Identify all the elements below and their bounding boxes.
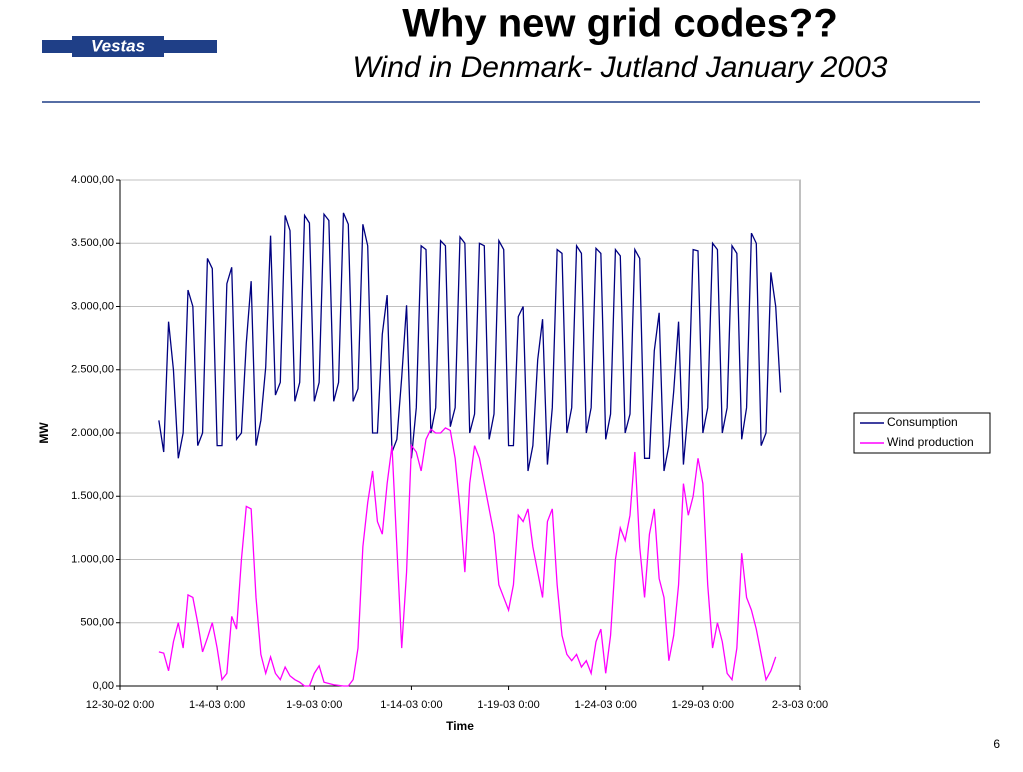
series-line <box>158 427 777 687</box>
logo-badge <box>72 36 164 57</box>
legend-label: Wind production <box>887 435 974 449</box>
y-tick-label: 3.500,00 <box>71 237 114 249</box>
x-tick-label: 1-14-03 0:00 <box>380 699 442 711</box>
x-tick-label: 1-4-03 0:00 <box>189 699 245 711</box>
legend-label: Consumption <box>887 415 958 429</box>
y-axis-label: MW <box>37 422 51 444</box>
y-tick-label: 1.000,00 <box>71 553 114 565</box>
page-number: 6 <box>993 737 1000 751</box>
y-tick-label: 2.000,00 <box>71 427 114 439</box>
x-tick-label: 1-29-03 0:00 <box>672 699 734 711</box>
y-tick-label: 2.500,00 <box>71 364 114 376</box>
y-tick-label: 0,00 <box>93 680 114 692</box>
y-tick-label: 4.000,00 <box>71 174 114 186</box>
x-tick-label: 1-24-03 0:00 <box>575 699 637 711</box>
x-tick-label: 12-30-02 0:00 <box>86 699 155 711</box>
x-tick-label: 2-3-03 0:00 <box>772 699 828 711</box>
legend-box <box>853 412 991 454</box>
series-line <box>158 212 782 472</box>
y-tick-label: 1.500,00 <box>71 490 114 502</box>
x-tick-label: 1-19-03 0:00 <box>477 699 539 711</box>
logo: Vestas <box>91 36 145 55</box>
x-axis-label: Time <box>446 719 474 733</box>
y-tick-label: 3.000,00 <box>71 300 114 312</box>
chart-title: Why new grid codes?? <box>402 2 838 46</box>
chart-subtitle: Wind in Denmark- Jutland January 2003 <box>352 51 887 84</box>
x-tick-label: 1-9-03 0:00 <box>286 699 342 711</box>
y-tick-label: 500,00 <box>80 617 114 629</box>
